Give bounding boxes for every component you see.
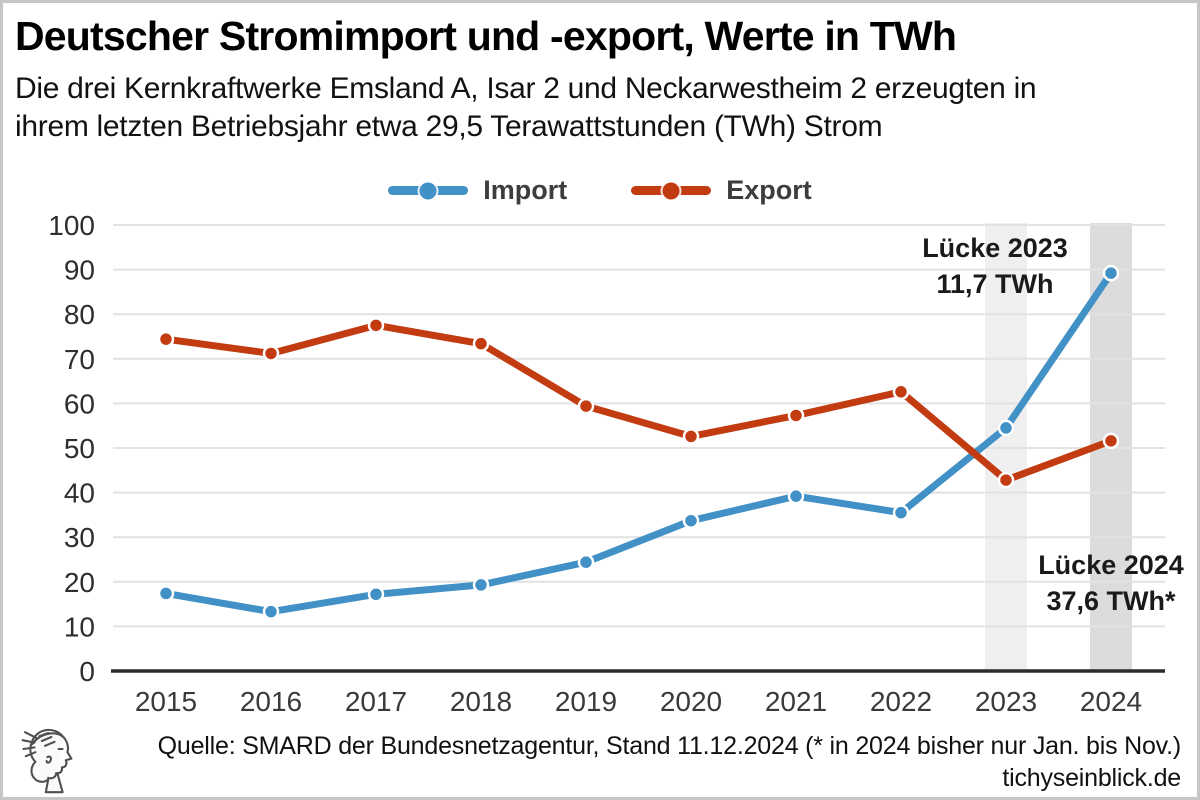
- subtitle-line-1: Die drei Kernkraftwerke Emsland A, Isar …: [15, 72, 1037, 105]
- annotation-2024: 37,6 TWh*: [1046, 586, 1176, 616]
- data-point-import-2017: [367, 586, 385, 603]
- y-tick-label: 0: [79, 656, 95, 687]
- data-point-export-2018: [472, 335, 490, 352]
- data-point-export-2015: [157, 330, 175, 348]
- legend-label-export: Export: [726, 175, 812, 205]
- x-tick-label: 2017: [345, 686, 407, 717]
- import-export-line-chart: 0 10 20 30 40 50 60 70 80 90 100 2015 2016 2017 2018 20…: [48, 210, 1184, 717]
- series-line-import: [162, 269, 1115, 616]
- export-line-swatch: [631, 182, 712, 199]
- data-point-export-2017: [367, 317, 385, 334]
- data-point-export-2022: [892, 383, 910, 401]
- data-point-import-2018: [472, 576, 490, 594]
- x-tick-label: 2016: [240, 686, 302, 717]
- data-point-export-2023: [997, 471, 1015, 489]
- x-tick-label: 2020: [660, 686, 722, 717]
- data-point-import-2019: [577, 553, 595, 571]
- x-tick-label: 2023: [975, 686, 1037, 717]
- x-tick-label: 2021: [765, 686, 827, 717]
- page-title: Deutscher Stromimport und -export, Werte…: [15, 13, 957, 59]
- series-line-export: [162, 321, 1115, 484]
- tichyseinblick-logo: [21, 728, 73, 794]
- footer-text: Quelle: SMARD der Bundesnetzagentur, Sta…: [157, 730, 1182, 794]
- import-marker-dot: [419, 182, 437, 199]
- legend-item-import: Import: [388, 175, 567, 206]
- x-tick-label: 2019: [555, 686, 617, 717]
- data-point-import-2016: [262, 603, 280, 620]
- import-line-swatch: [388, 182, 469, 199]
- legend-label-import: Import: [483, 175, 568, 205]
- source-note: Quelle: SMARD der Bundesnetzagentur, Sta…: [157, 732, 1182, 760]
- annotation-2023: Lücke 2023: [922, 233, 1068, 263]
- data-point-import-2023: [997, 419, 1015, 437]
- y-tick-label: 80: [64, 299, 95, 330]
- data-point-import-2024: [1102, 264, 1120, 282]
- x-tick-label: 2022: [870, 686, 932, 717]
- annotation-2024: Lücke 2024: [1038, 550, 1184, 580]
- data-point-export-2021: [787, 407, 805, 424]
- data-point-import-2021: [787, 487, 805, 505]
- data-point-import-2022: [892, 504, 910, 521]
- data-point-import-2020: [682, 512, 700, 529]
- data-point-export-2020: [682, 428, 700, 445]
- y-tick-label: 10: [64, 611, 95, 642]
- data-point-export-2016: [262, 345, 280, 362]
- chart-legend: Import Export: [3, 175, 1197, 206]
- subtitle: Die drei Kernkraftwerke Emsland A, Isar …: [15, 70, 1185, 146]
- y-tick-label: 90: [64, 255, 95, 286]
- x-tick-label: 2018: [450, 686, 512, 717]
- legend-item-export: Export: [631, 175, 812, 206]
- data-point-import-2015: [157, 585, 175, 602]
- subtitle-line-2: ihrem letzten Betriebsjahr etwa 29,5 Ter…: [15, 110, 883, 143]
- y-tick-label: 20: [64, 567, 95, 598]
- y-tick-label: 40: [64, 478, 95, 509]
- website: tichyseinblick.de: [1002, 764, 1181, 792]
- y-tick-label: 100: [48, 210, 95, 241]
- y-tick-label: 50: [64, 433, 95, 464]
- data-point-export-2024: [1102, 432, 1120, 450]
- y-tick-label: 70: [64, 344, 95, 375]
- export-marker-dot: [662, 182, 680, 199]
- data-point-export-2019: [577, 397, 595, 415]
- y-tick-label: 30: [64, 522, 95, 553]
- x-tick-label: 2015: [135, 686, 197, 717]
- x-tick-label: 2024: [1080, 686, 1142, 717]
- annotation-2023: 11,7 TWh: [936, 269, 1053, 299]
- y-tick-label: 60: [64, 388, 95, 419]
